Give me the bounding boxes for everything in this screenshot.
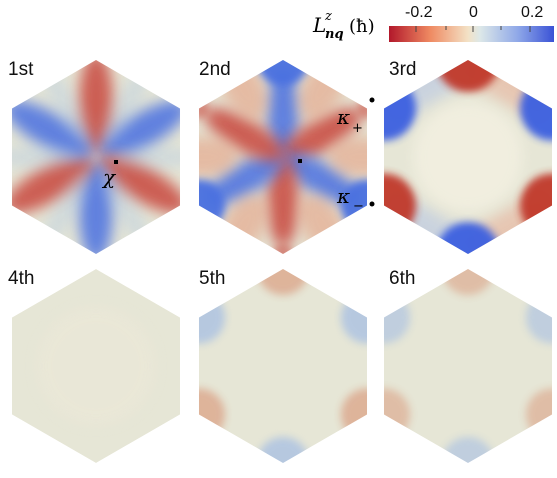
chi-point-marker bbox=[114, 160, 118, 164]
corner-mark bbox=[198, 291, 225, 344]
corner-mark bbox=[436, 222, 500, 254]
colorbar-tick-label: -0.2 bbox=[405, 4, 433, 21]
corner-mark bbox=[198, 388, 225, 441]
lobe-mark bbox=[101, 169, 151, 249]
lobe-mark bbox=[198, 137, 238, 177]
center-mark bbox=[36, 306, 156, 426]
lobe-mark bbox=[99, 155, 181, 214]
lobe-mark bbox=[282, 108, 362, 161]
bz-panel-4th bbox=[11, 269, 181, 463]
colorbar-label-sup: z bbox=[324, 9, 332, 24]
bz-panel-1st bbox=[11, 60, 181, 254]
corner-mark bbox=[442, 269, 494, 295]
colorbar-gradient bbox=[389, 26, 554, 42]
panel-label-3rd: 3rd bbox=[389, 59, 416, 80]
kappa-minus-label-base: κ bbox=[336, 184, 350, 208]
colorbar-tick-label: 0 bbox=[469, 4, 478, 21]
bz-panel-3rd bbox=[383, 60, 553, 254]
panel-label-4th: 4th bbox=[8, 268, 34, 289]
corner-mark bbox=[436, 60, 500, 92]
corner-mark bbox=[257, 437, 309, 463]
kappa-plus-point-marker bbox=[369, 97, 375, 103]
chi-label: χ bbox=[101, 165, 117, 189]
kappa-plus-label-sub: + bbox=[352, 121, 363, 136]
lobe-mark bbox=[111, 146, 181, 168]
hexagon-background bbox=[198, 269, 368, 463]
corner-mark bbox=[257, 60, 309, 86]
lobe-mark bbox=[267, 157, 299, 247]
kappa-plus-label-base: κ bbox=[336, 105, 350, 129]
corner-mark bbox=[198, 98, 209, 119]
lobe-mark bbox=[41, 169, 91, 249]
lobe-mark bbox=[101, 65, 151, 145]
lobe-mark bbox=[282, 153, 362, 206]
corner-mark bbox=[273, 244, 293, 254]
colorbar-label-sub: nq bbox=[325, 27, 344, 42]
lobe-mark bbox=[204, 108, 284, 161]
lobe-mark bbox=[204, 153, 284, 206]
panel-label-1st: 1st bbox=[8, 59, 34, 80]
corner-mark bbox=[442, 437, 494, 463]
kappa-minus-label-sub: − bbox=[353, 199, 364, 214]
colorbar-label-main: L bbox=[312, 13, 326, 37]
colorbar-tick-label: 0.2 bbox=[521, 4, 543, 21]
colorbar: L z nq (ħ) -0.2 0 0.2 bbox=[312, 4, 554, 42]
lobe-mark bbox=[11, 146, 81, 168]
lobe-mark bbox=[11, 155, 93, 214]
chi-point-marker-2nd bbox=[298, 159, 302, 163]
kappa-minus-point-marker bbox=[369, 201, 375, 207]
lobe-mark bbox=[99, 100, 181, 159]
panels-layer bbox=[11, 60, 553, 463]
panel-label-6th: 6th bbox=[389, 268, 415, 289]
bz-panel-6th bbox=[383, 269, 553, 463]
colorbar-label-unit: (ħ) bbox=[349, 16, 375, 37]
lobe-mark bbox=[41, 65, 91, 145]
hexagon-background bbox=[11, 60, 181, 254]
lobe-mark bbox=[328, 137, 368, 177]
hexagon-background bbox=[383, 269, 553, 463]
lobe-mark bbox=[11, 100, 93, 159]
corner-mark bbox=[198, 179, 225, 232]
panel-label-5th: 5th bbox=[199, 268, 225, 289]
panel-label-2nd: 2nd bbox=[199, 59, 231, 80]
point-markers: χ κ + κ − bbox=[101, 97, 375, 214]
corner-mark bbox=[257, 269, 309, 295]
corner-mark bbox=[357, 98, 368, 119]
lobe-mark bbox=[267, 67, 299, 157]
center-mark bbox=[413, 102, 523, 212]
